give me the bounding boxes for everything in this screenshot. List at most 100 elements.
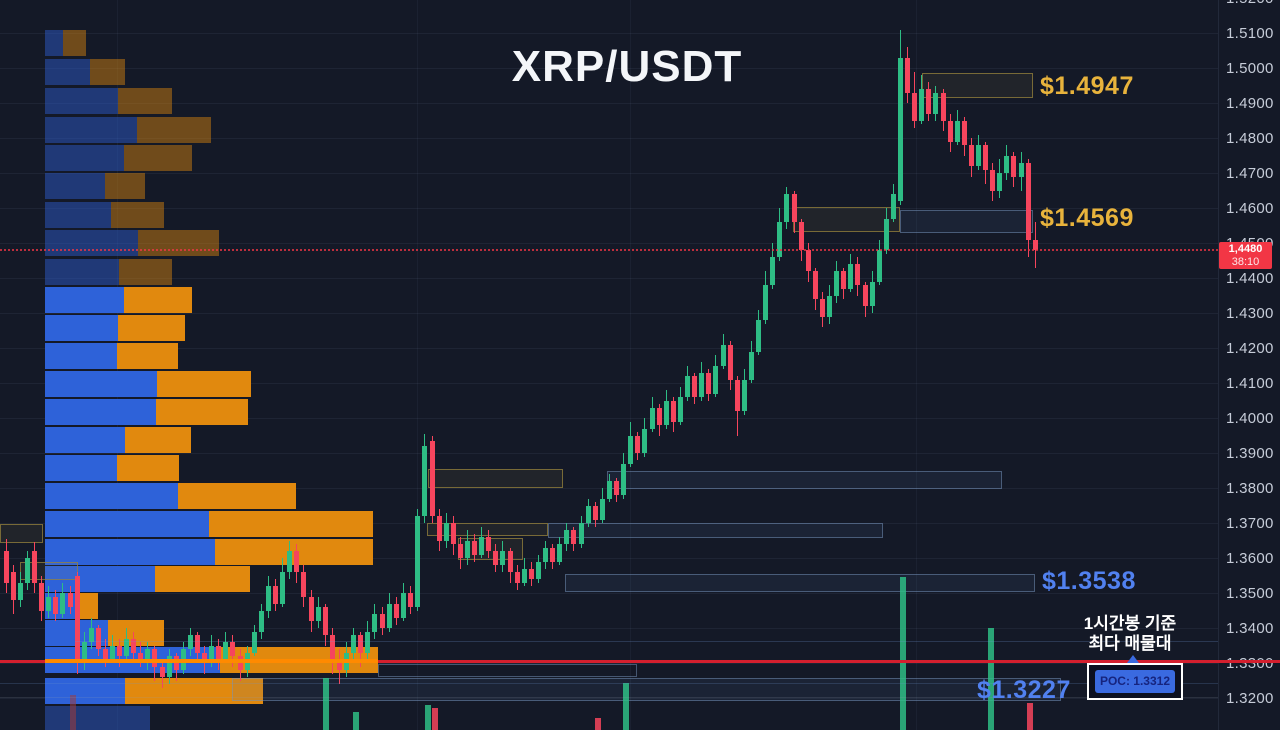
current-price-dotted-line[interactable] <box>0 249 1218 251</box>
supply-demand-zone-grey[interactable] <box>232 678 1061 701</box>
candle-body <box>422 446 427 516</box>
candle-body <box>238 656 243 670</box>
candle-body <box>948 120 953 142</box>
y-axis-tick-label[interactable]: 1.4100 <box>1226 375 1274 392</box>
y-axis-tick-label[interactable]: 1.4000 <box>1226 410 1274 427</box>
y-axis-tick-label[interactable]: 1.3400 <box>1226 620 1274 637</box>
candle-body <box>60 593 65 614</box>
candle-body <box>870 281 875 306</box>
poc-orange-line[interactable] <box>45 659 378 663</box>
y-axis-tick-label[interactable]: 1.5000 <box>1226 60 1274 77</box>
volume-profile-sell-bar <box>117 455 179 481</box>
candle-body <box>1026 162 1031 240</box>
y-axis-tick-label[interactable]: 1.3300 <box>1226 655 1274 672</box>
candle-body <box>380 614 385 628</box>
supply-demand-zone-grey[interactable] <box>378 664 637 677</box>
candle-body <box>799 222 804 250</box>
horizontal-ray-line[interactable] <box>0 697 1218 698</box>
candle-body <box>486 537 491 551</box>
volume-spike-bar <box>623 683 629 730</box>
candle-body <box>1033 239 1038 250</box>
volume-spike-bar <box>353 712 359 730</box>
poc-horizontal-red-line[interactable] <box>0 660 1280 663</box>
y-axis-tick-label[interactable]: 1.3600 <box>1226 550 1274 567</box>
candle-countdown: 38:10 <box>1231 256 1260 268</box>
candle-body <box>564 530 569 544</box>
supply-demand-zone-olive[interactable] <box>428 469 563 488</box>
volume-profile-sell-bar <box>155 566 250 592</box>
volume-spike-bar <box>988 628 994 730</box>
volume-profile-sell-bar <box>90 59 125 85</box>
candle-body <box>82 642 87 663</box>
supply-demand-zone-olive[interactable] <box>922 73 1033 98</box>
candle-body <box>479 537 484 555</box>
supply-demand-zone-olive[interactable] <box>427 523 548 536</box>
candle-body <box>891 194 896 219</box>
candle-body <box>508 551 513 572</box>
price-gridline <box>0 278 1218 279</box>
y-axis-tick-label[interactable]: 1.3800 <box>1226 480 1274 497</box>
candle-body <box>593 505 598 520</box>
candle-body <box>316 607 321 621</box>
y-axis-tick-label[interactable]: 1.3500 <box>1226 585 1274 602</box>
price-gridline <box>0 208 1218 209</box>
volume-profile-buy-bar <box>45 343 117 369</box>
candle-body <box>252 631 257 653</box>
y-axis-tick-label[interactable]: 1.4400 <box>1226 270 1274 287</box>
candle-body <box>919 89 924 121</box>
volume-profile-sell-bar <box>119 259 172 285</box>
candle-body <box>884 218 889 250</box>
candle-body <box>571 530 576 544</box>
horizontal-ray-line[interactable] <box>0 683 1218 684</box>
price-label-support-2[interactable]: $1.3227 <box>977 676 1071 704</box>
y-axis-tick-label[interactable]: 1.5200 <box>1226 0 1280 7</box>
time-gridline <box>630 0 631 730</box>
supply-demand-zone-grey[interactable] <box>565 574 1035 592</box>
y-axis-tick-label[interactable]: 1.3900 <box>1226 445 1274 462</box>
volume-profile-sell-bar <box>117 343 178 369</box>
candle-body <box>216 645 221 660</box>
y-axis-tick-label[interactable]: 1.4300 <box>1226 305 1274 322</box>
y-axis-tick-label[interactable]: 1.3200 <box>1226 690 1274 707</box>
volume-spike-bar <box>323 678 329 730</box>
price-label-resistance-2[interactable]: $1.4569 <box>1040 204 1134 232</box>
price-gridline <box>0 68 1218 69</box>
supply-demand-zone-olive[interactable] <box>0 524 43 543</box>
price-label-resistance-1[interactable]: $1.4947 <box>1040 72 1134 100</box>
price-gridline <box>0 453 1218 454</box>
korean-annotation: 1시간봉 기준 최다 매물대 <box>1058 614 1202 654</box>
supply-demand-zone-grey[interactable] <box>548 523 883 538</box>
supply-demand-zone-olive[interactable] <box>793 207 900 232</box>
y-axis-tick-label[interactable]: 1.4900 <box>1226 95 1274 112</box>
candle-body <box>430 440 435 516</box>
y-axis-tick-label[interactable]: 1.4200 <box>1226 340 1274 357</box>
y-axis-tick-label[interactable]: 1.4700 <box>1226 165 1274 182</box>
candle-body <box>53 596 58 614</box>
supply-demand-zone-grey[interactable] <box>607 471 1002 489</box>
candle-body <box>96 628 101 649</box>
candle-body <box>806 250 811 271</box>
last-price-badge: 1,4480 38:10 <box>1219 242 1272 269</box>
candle-body <box>728 344 733 380</box>
volume-profile-buy-bar <box>45 706 150 730</box>
candle-body <box>174 656 179 670</box>
y-axis-tick-label[interactable]: 1.3700 <box>1226 515 1274 532</box>
y-axis-tick-label[interactable]: 1.5100 <box>1226 25 1274 42</box>
time-gridline <box>417 0 418 730</box>
price-gridline <box>0 138 1218 139</box>
horizontal-ray-line[interactable] <box>75 641 1218 642</box>
candle-body <box>749 351 754 380</box>
volume-profile-sell-bar <box>63 30 86 56</box>
candle-body <box>735 379 740 411</box>
y-axis-tick-label[interactable]: 1.4600 <box>1226 200 1274 217</box>
candle-body <box>777 222 782 257</box>
candle-body <box>579 523 584 544</box>
candle-body <box>25 558 30 583</box>
candle-body <box>877 250 882 282</box>
poc-label-box[interactable]: POC: 1.3312 <box>1087 663 1183 700</box>
price-label-support-1[interactable]: $1.3538 <box>1042 567 1136 595</box>
candle-body <box>294 551 299 572</box>
y-axis-tick-label[interactable]: 1.4800 <box>1226 130 1274 147</box>
supply-demand-zone-grey[interactable] <box>900 210 1033 233</box>
